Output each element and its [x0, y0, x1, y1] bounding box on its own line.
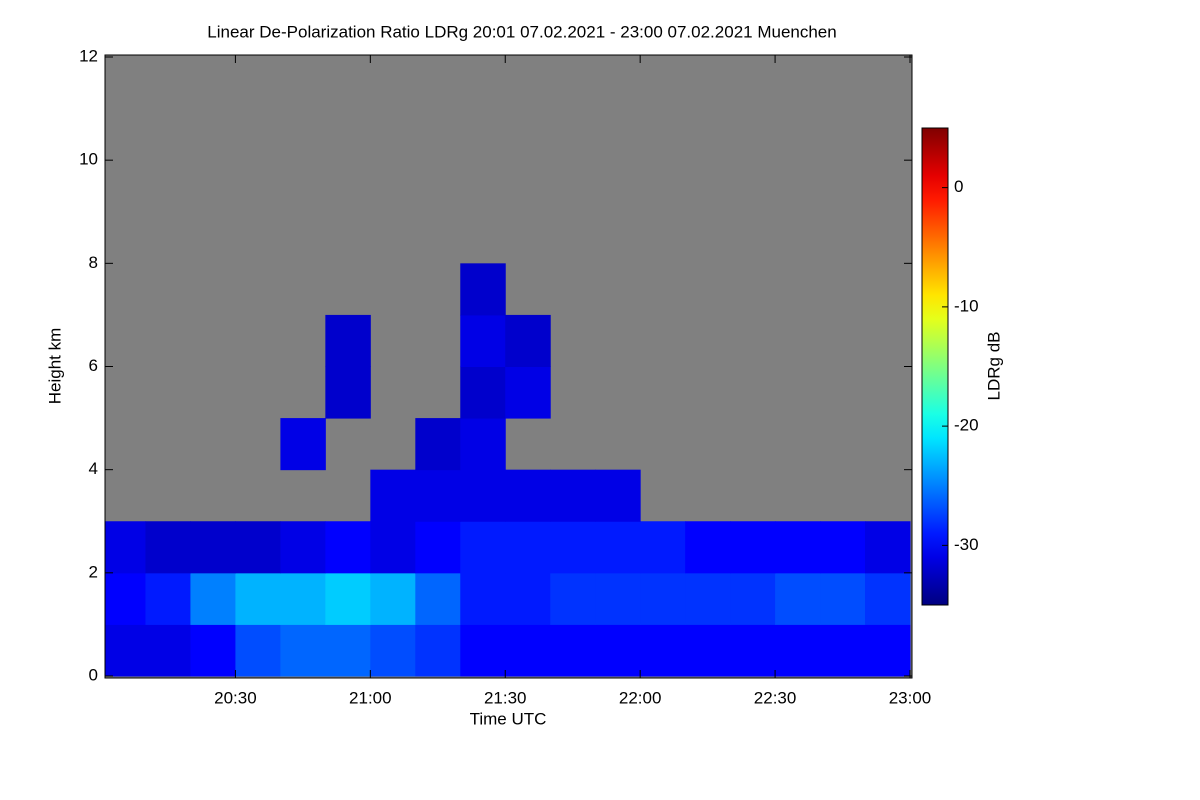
x-tick-label: 21:00 — [349, 688, 392, 707]
heatmap-cell — [595, 469, 641, 522]
heatmap-cell — [105, 572, 146, 625]
heatmap-cell — [505, 521, 551, 574]
heatmap-cell — [865, 521, 911, 574]
heatmap-cell — [730, 624, 776, 677]
y-tick-label: 6 — [89, 356, 98, 375]
heatmap-cell — [190, 572, 236, 625]
chart-title: Linear De-Polarization Ratio LDRg 20:01 … — [207, 22, 836, 41]
heatmap-cell — [865, 572, 911, 625]
heatmap-cell — [105, 624, 146, 677]
heatmap-cell — [460, 418, 506, 471]
heatmap-cell — [325, 624, 371, 677]
heatmap-cell — [820, 521, 866, 574]
heatmap-cell — [235, 572, 281, 625]
heatmap-cell — [370, 521, 416, 574]
colorbar-tick-label: -30 — [954, 535, 979, 554]
colorbar — [921, 127, 949, 606]
heatmap-cell — [325, 314, 371, 367]
heatmap-cell — [415, 418, 461, 471]
heatmap-cell — [190, 521, 236, 574]
heatmap-cell — [640, 572, 686, 625]
heatmap-cell — [235, 521, 281, 574]
heatmap-cell — [235, 624, 281, 677]
heatmap-cell — [280, 418, 326, 471]
y-tick-label: 8 — [89, 253, 98, 272]
heatmap-cell — [685, 521, 731, 574]
heatmap-cell — [370, 624, 416, 677]
heatmap-cell — [595, 521, 641, 574]
y-tick-label: 12 — [79, 46, 98, 65]
heatmap-cell — [460, 263, 506, 316]
heatmap-cell — [325, 366, 371, 419]
heatmap-cell — [325, 572, 371, 625]
heatmap-cell — [370, 572, 416, 625]
heatmap-cell — [280, 624, 326, 677]
x-tick-label: 22:00 — [619, 688, 662, 707]
heatmap-cell — [460, 572, 506, 625]
colorbar-tick-label: 0 — [954, 177, 963, 196]
heatmap-cell — [775, 572, 821, 625]
heatmap-cell — [595, 572, 641, 625]
heatmap-cell — [820, 624, 866, 677]
x-tick-label: 21:30 — [484, 688, 527, 707]
x-tick-label: 22:30 — [754, 688, 797, 707]
heatmap-cell — [460, 521, 506, 574]
heatmap-cell — [595, 624, 641, 677]
heatmap-cell — [460, 624, 506, 677]
heatmap-cell — [640, 624, 686, 677]
heatmap-cell — [415, 521, 461, 574]
heatmap-cell — [505, 469, 551, 522]
y-tick-label: 2 — [89, 562, 98, 581]
heatmap-cell — [280, 572, 326, 625]
y-tick-label: 0 — [89, 665, 98, 684]
heatmap-cell — [460, 366, 506, 419]
heatmap-cell — [280, 521, 326, 574]
heatmap-cell — [505, 366, 551, 419]
heatmap-cell — [550, 521, 596, 574]
heatmap-cell — [820, 572, 866, 625]
x-tick-label: 20:30 — [214, 688, 257, 707]
heatmap-cell — [460, 314, 506, 367]
heatmap-cell — [550, 572, 596, 625]
heatmap-cell — [190, 624, 236, 677]
heatmap-cell — [415, 624, 461, 677]
colorbar-label: LDRg dB — [984, 332, 1003, 401]
heatmap-cell — [775, 521, 821, 574]
x-axis-label: Time UTC — [470, 709, 547, 728]
heatmap-cell — [415, 469, 461, 522]
y-axis-label: Height km — [45, 328, 64, 405]
y-tick-label: 10 — [79, 150, 98, 169]
colorbar-tick-label: -20 — [954, 416, 979, 435]
heatmap-cell — [145, 624, 191, 677]
heatmap-cell — [640, 521, 686, 574]
heatmap-cell — [370, 469, 416, 522]
heatmap-cell — [730, 572, 776, 625]
heatmap-cell — [325, 521, 371, 574]
heatmap-cell — [865, 624, 911, 677]
heatmap-cell — [505, 624, 551, 677]
heatmap-cell — [550, 469, 596, 522]
heatmap-cell — [145, 572, 191, 625]
heatmap-cell — [460, 469, 506, 522]
heatmap-cell — [505, 572, 551, 625]
heatmap-cell — [505, 314, 551, 367]
y-tick-label: 4 — [89, 459, 98, 478]
heatmap-cell — [775, 624, 821, 677]
heatmap-cell — [730, 521, 776, 574]
heatmap-cell — [415, 572, 461, 625]
heatmap-cell — [145, 521, 191, 574]
heatmap-cell — [685, 572, 731, 625]
heatmap-cell — [105, 521, 146, 574]
x-tick-label: 23:00 — [889, 688, 932, 707]
heatmap-cell — [685, 624, 731, 677]
colorbar-tick-label: -10 — [954, 296, 979, 315]
heatmap-cell — [550, 624, 596, 677]
